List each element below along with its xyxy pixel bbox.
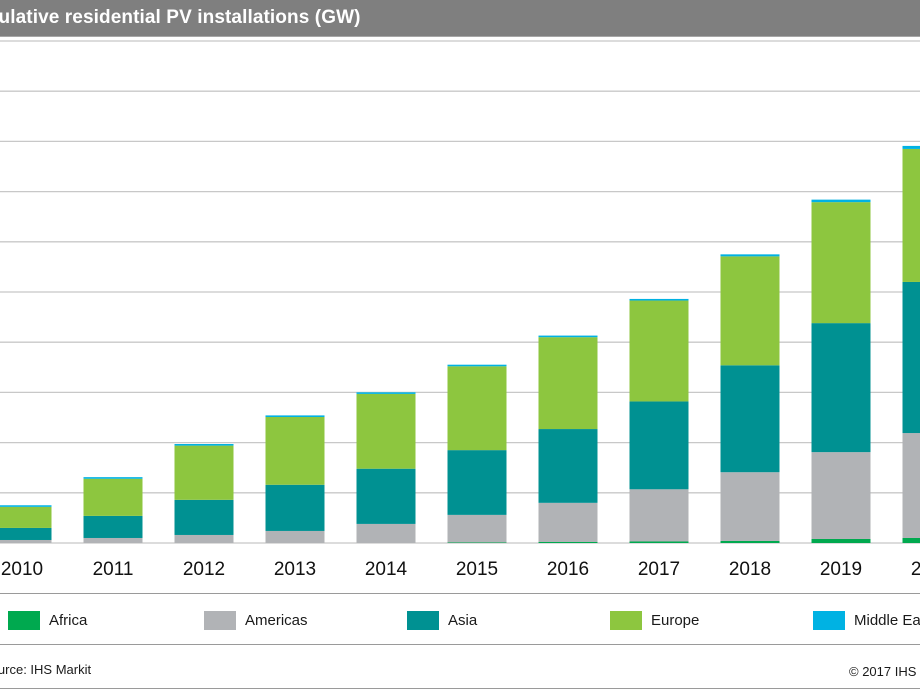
bar-segment-asia-2015 xyxy=(447,450,507,515)
bar-stack-2015 xyxy=(447,364,507,543)
bar-segment-africa-2017 xyxy=(629,541,689,543)
bar-stack-2010 xyxy=(0,505,52,543)
bar-segment-middle-east-2011 xyxy=(83,477,143,479)
x-tick-label: 2012 xyxy=(183,559,225,580)
bar-segment-europe-2018 xyxy=(720,256,780,366)
legend-item-africa: Africa xyxy=(8,610,87,630)
bar-stack-2017 xyxy=(629,298,689,543)
legend-item-europe: Europe xyxy=(610,610,699,630)
x-tick-label: 2015 xyxy=(456,559,498,580)
chart-title: Cumulative residential PV installations … xyxy=(0,7,361,28)
bar-stack-2014 xyxy=(356,392,416,543)
bar-segment-asia-2014 xyxy=(356,468,416,524)
bar-stack-2019 xyxy=(811,199,871,543)
bar-segment-asia-2016 xyxy=(538,429,598,503)
source-note: Source: IHS Markit xyxy=(0,662,92,677)
bar-segment-middle-east-2016 xyxy=(538,335,598,338)
bar-segment-africa-2018 xyxy=(720,540,780,543)
bar-segment-americas-2020 xyxy=(902,433,920,538)
legend-label: Americas xyxy=(245,611,308,629)
chart-header: Cumulative residential PV installations … xyxy=(0,0,920,37)
legend-swatch-asia xyxy=(407,610,439,630)
bar-segment-middle-east-2015 xyxy=(447,364,507,367)
bar-segment-africa-2019 xyxy=(811,538,871,543)
bar-segment-europe-2019 xyxy=(811,202,871,324)
bar-segment-europe-2016 xyxy=(538,337,598,430)
bar-segment-middle-east-2014 xyxy=(356,392,416,394)
bar-segment-europe-2015 xyxy=(447,366,507,451)
stacked-bar-chart: 2010 2011 2012 2013 2014 2015 2016 2017 2018 2019… xyxy=(0,40,920,580)
bar-segment-africa-2016 xyxy=(538,541,598,543)
bar-segment-europe-2020 xyxy=(902,148,920,282)
bar-segment-asia-2013 xyxy=(265,484,325,531)
bar-segment-americas-2012 xyxy=(174,534,234,543)
legend-item-americas: Americas xyxy=(204,610,308,630)
legend-swatch-europe xyxy=(610,610,642,630)
x-tick-label: 2020 xyxy=(911,559,920,580)
bar-segment-asia-2018 xyxy=(720,365,780,473)
bar-segment-europe-2014 xyxy=(356,393,416,469)
x-tick-label: 2013 xyxy=(274,559,316,580)
bar-segment-americas-2018 xyxy=(720,472,780,541)
bar-segment-americas-2010 xyxy=(0,539,52,543)
legend: Africa Americas Asia Europe Middle East xyxy=(0,593,920,645)
legend-label: Africa xyxy=(49,611,88,629)
bar-segment-africa-2020 xyxy=(902,537,920,543)
footer-divider xyxy=(0,688,920,689)
x-tick-label: 2014 xyxy=(365,559,408,580)
bar-segment-middle-east-2020 xyxy=(902,145,920,149)
bar-segment-asia-2011 xyxy=(83,515,143,538)
bar-segment-americas-2016 xyxy=(538,502,598,542)
x-tick-label: 2011 xyxy=(93,559,134,580)
bar-segment-asia-2012 xyxy=(174,499,234,535)
x-tick-label: 2017 xyxy=(638,559,680,580)
bar-segment-americas-2014 xyxy=(356,523,416,543)
legend-swatch-middle-east xyxy=(813,610,845,630)
bar-segment-europe-2013 xyxy=(265,416,325,485)
bar-segment-americas-2013 xyxy=(265,530,325,543)
bar-segment-europe-2010 xyxy=(0,506,52,528)
bar-segment-middle-east-2018 xyxy=(720,254,780,257)
bar-stack-2018 xyxy=(720,254,780,543)
bar-segment-middle-east-2017 xyxy=(629,298,689,301)
legend-item-middle-east: Middle East xyxy=(813,610,920,630)
bar-segment-asia-2020 xyxy=(902,281,920,434)
bar-segment-americas-2019 xyxy=(811,452,871,539)
bar-segment-europe-2012 xyxy=(174,445,234,500)
bar-segment-americas-2011 xyxy=(83,537,143,543)
legend-label: Europe xyxy=(651,611,700,629)
legend-label: Asia xyxy=(448,611,478,629)
bar-stack-2016 xyxy=(538,335,598,543)
bar-segment-asia-2019 xyxy=(811,323,871,453)
bar-stack-2013 xyxy=(265,415,325,543)
bar-stack-2011 xyxy=(83,477,143,543)
legend-label: Middle East xyxy=(854,611,920,629)
legend-swatch-americas xyxy=(204,610,236,630)
bar-segment-americas-2017 xyxy=(629,489,689,542)
bar-segment-middle-east-2012 xyxy=(174,444,234,446)
bar-segment-europe-2011 xyxy=(83,478,143,516)
bar-segment-europe-2017 xyxy=(629,300,689,402)
copyright-note: © 2017 IHS xyxy=(849,664,917,679)
legend-swatch-africa xyxy=(8,610,40,630)
bar-stack-2020 xyxy=(902,145,920,543)
bar-segment-americas-2015 xyxy=(447,514,507,543)
bar-segment-asia-2010 xyxy=(0,527,52,540)
legend-item-asia: Asia xyxy=(407,610,477,630)
bar-segment-middle-east-2013 xyxy=(265,415,325,417)
bar-segment-middle-east-2019 xyxy=(811,199,871,203)
x-tick-label: 2018 xyxy=(729,559,771,580)
bar-segment-asia-2017 xyxy=(629,401,689,490)
x-tick-label: 2016 xyxy=(547,559,589,580)
x-tick-label: 2010 xyxy=(1,559,43,580)
x-tick-label: 2019 xyxy=(820,559,862,580)
bar-segment-middle-east-2010 xyxy=(0,505,52,507)
bar-stack-2012 xyxy=(174,444,234,543)
